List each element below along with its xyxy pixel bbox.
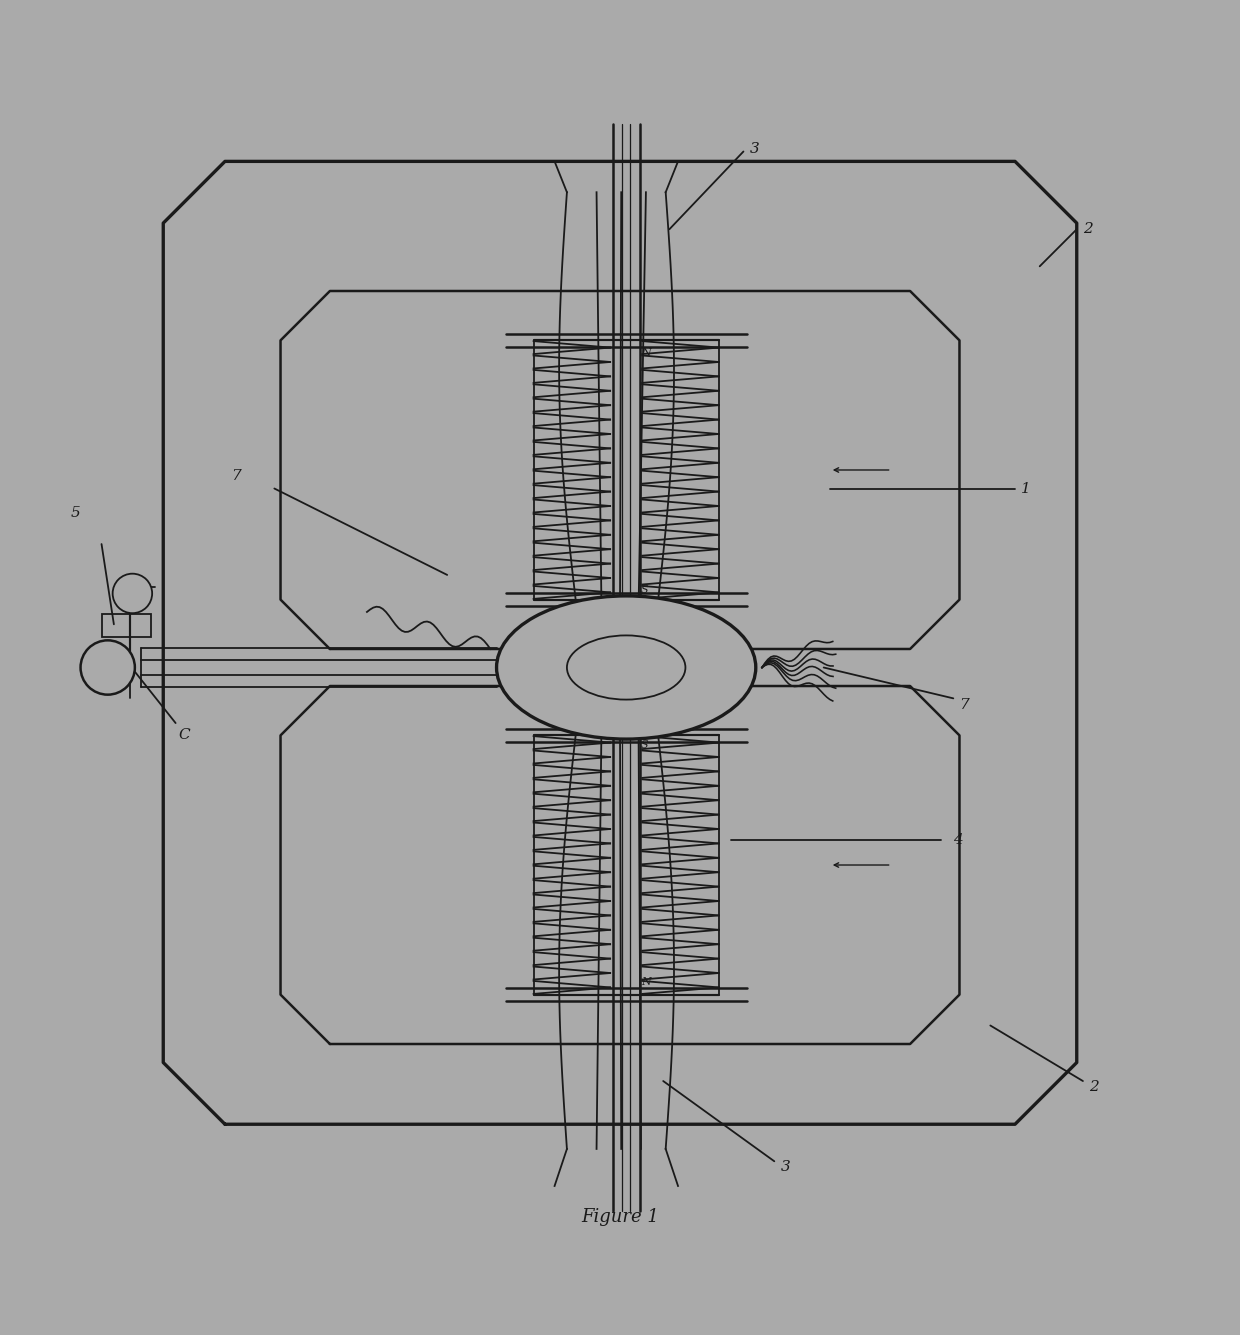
Text: N: N — [641, 347, 651, 358]
Text: 6: 6 — [502, 647, 510, 658]
Text: 7: 7 — [231, 469, 241, 483]
Text: C: C — [179, 729, 190, 742]
Text: S: S — [641, 585, 649, 594]
Ellipse shape — [496, 595, 756, 740]
Bar — [102, 614, 151, 637]
Ellipse shape — [567, 635, 686, 700]
Text: S: S — [641, 741, 649, 750]
Text: 6: 6 — [502, 685, 510, 694]
Text: 2: 2 — [1089, 1080, 1099, 1095]
Text: Figure 1: Figure 1 — [582, 1208, 658, 1226]
Text: 7: 7 — [960, 697, 970, 712]
Circle shape — [113, 574, 153, 613]
Text: 3: 3 — [780, 1160, 790, 1175]
Text: 3: 3 — [750, 142, 759, 156]
Circle shape — [81, 641, 135, 694]
Text: 4: 4 — [954, 833, 963, 848]
Text: 1: 1 — [1022, 482, 1030, 495]
Text: N: N — [641, 977, 651, 988]
Text: 5: 5 — [71, 506, 81, 521]
Text: 2: 2 — [1083, 222, 1092, 236]
